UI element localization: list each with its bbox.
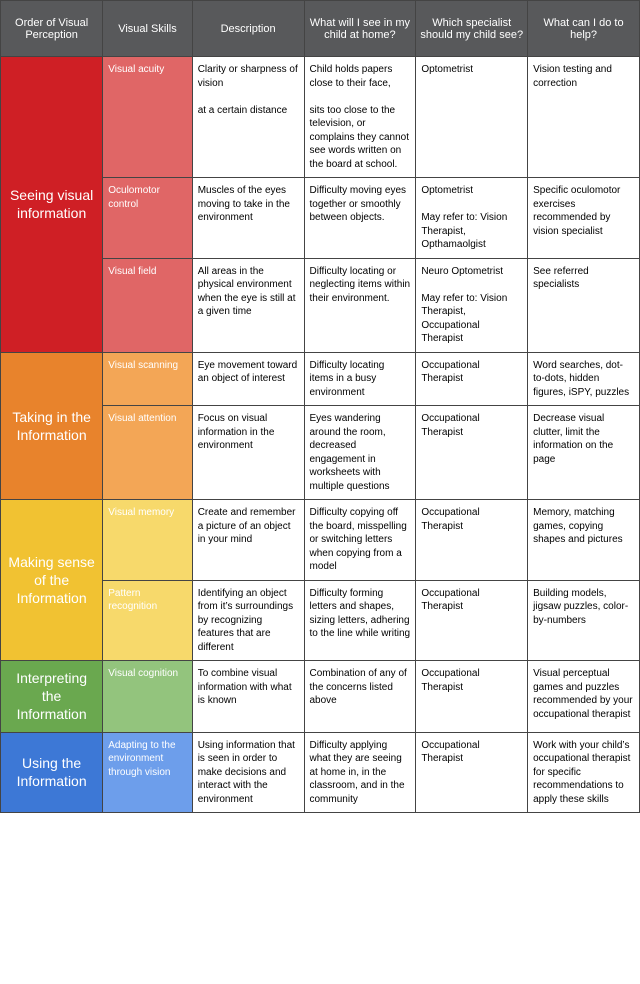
specialist-cell: Optometrist bbox=[416, 57, 528, 178]
skill-cell: Visual acuity bbox=[103, 57, 192, 178]
description-cell: Create and remember a picture of an obje… bbox=[192, 500, 304, 581]
header-description: Description bbox=[192, 1, 304, 57]
specialist-cell: Occupational Therapist bbox=[416, 732, 528, 813]
table-row: Interpreting the InformationVisual cogni… bbox=[1, 661, 640, 733]
help-cell: Visual perceptual games and puzzles reco… bbox=[528, 661, 640, 733]
description-cell: Identifying an object from it’s surround… bbox=[192, 580, 304, 661]
specialist-cell: Neuro OptometristMay refer to: Vision Th… bbox=[416, 258, 528, 352]
table-body: Seeing visual informationVisual acuityCl… bbox=[1, 57, 640, 813]
see-cell: Difficulty locating or neglecting items … bbox=[304, 258, 416, 352]
description-cell: All areas in the physical environment wh… bbox=[192, 258, 304, 352]
skill-cell: Visual field bbox=[103, 258, 192, 352]
help-cell: Building models, jigsaw puzzles, color-b… bbox=[528, 580, 640, 661]
visual-perception-table: Order of Visual Perception Visual Skills… bbox=[0, 0, 640, 813]
header-order: Order of Visual Perception bbox=[1, 1, 103, 57]
description-cell: Focus on visual information in the envir… bbox=[192, 406, 304, 500]
help-cell: Vision testing and correction bbox=[528, 57, 640, 178]
specialist-cell: Occupational Therapist bbox=[416, 580, 528, 661]
help-cell: Memory, matching games, copying shapes a… bbox=[528, 500, 640, 581]
skill-cell: Pattern recognition bbox=[103, 580, 192, 661]
see-cell: Difficulty locating items in a busy envi… bbox=[304, 352, 416, 406]
specialist-cell: Occupational Therapist bbox=[416, 352, 528, 406]
description-cell: Clarity or sharpness of visionat a certa… bbox=[192, 57, 304, 178]
table-row: Making sense of the InformationVisual me… bbox=[1, 500, 640, 581]
help-cell: Decrease visual clutter, limit the infor… bbox=[528, 406, 640, 500]
skill-cell: Visual memory bbox=[103, 500, 192, 581]
table-header: Order of Visual Perception Visual Skills… bbox=[1, 1, 640, 57]
description-cell: Muscles of the eyes moving to take in th… bbox=[192, 178, 304, 259]
help-cell: See referred specialists bbox=[528, 258, 640, 352]
table-row: Seeing visual informationVisual acuityCl… bbox=[1, 57, 640, 178]
skill-cell: Oculomotor control bbox=[103, 178, 192, 259]
help-cell: Work with your child’s occupational ther… bbox=[528, 732, 640, 813]
see-cell: Eyes wandering around the room, decrease… bbox=[304, 406, 416, 500]
specialist-cell: Occupational Therapist bbox=[416, 406, 528, 500]
description-cell: Using information that is seen in order … bbox=[192, 732, 304, 813]
header-skills: Visual Skills bbox=[103, 1, 192, 57]
skill-cell: Visual cognition bbox=[103, 661, 192, 733]
order-cell: Using the Information bbox=[1, 732, 103, 813]
help-cell: Specific oculomotor exercises recommende… bbox=[528, 178, 640, 259]
header-help: What can I do to help? bbox=[528, 1, 640, 57]
see-cell: Combination of any of the concerns liste… bbox=[304, 661, 416, 733]
specialist-cell: OptometristMay refer to: Vision Therapis… bbox=[416, 178, 528, 259]
see-cell: Child holds papers close to their face,s… bbox=[304, 57, 416, 178]
table-row: Taking in the InformationVisual scanning… bbox=[1, 352, 640, 406]
see-cell: Difficulty applying what they are seeing… bbox=[304, 732, 416, 813]
skill-cell: Adapting to the environment through visi… bbox=[103, 732, 192, 813]
specialist-cell: Occupational Therapist bbox=[416, 661, 528, 733]
skill-cell: Visual attention bbox=[103, 406, 192, 500]
description-cell: To combine visual information with what … bbox=[192, 661, 304, 733]
see-cell: Difficulty forming letters and shapes, s… bbox=[304, 580, 416, 661]
help-cell: Word searches, dot-to-dots, hidden figur… bbox=[528, 352, 640, 406]
see-cell: Difficulty copying off the board, misspe… bbox=[304, 500, 416, 581]
description-cell: Eye movement toward an object of interes… bbox=[192, 352, 304, 406]
see-cell: Difficulty moving eyes together or smoot… bbox=[304, 178, 416, 259]
header-see: What will I see in my child at home? bbox=[304, 1, 416, 57]
order-cell: Making sense of the Information bbox=[1, 500, 103, 661]
order-cell: Taking in the Information bbox=[1, 352, 103, 500]
order-cell: Seeing visual information bbox=[1, 57, 103, 353]
header-specialist: Which specialist should my child see? bbox=[416, 1, 528, 57]
specialist-cell: Occupational Therapist bbox=[416, 500, 528, 581]
table-row: Using the InformationAdapting to the env… bbox=[1, 732, 640, 813]
skill-cell: Visual scanning bbox=[103, 352, 192, 406]
order-cell: Interpreting the Information bbox=[1, 661, 103, 733]
